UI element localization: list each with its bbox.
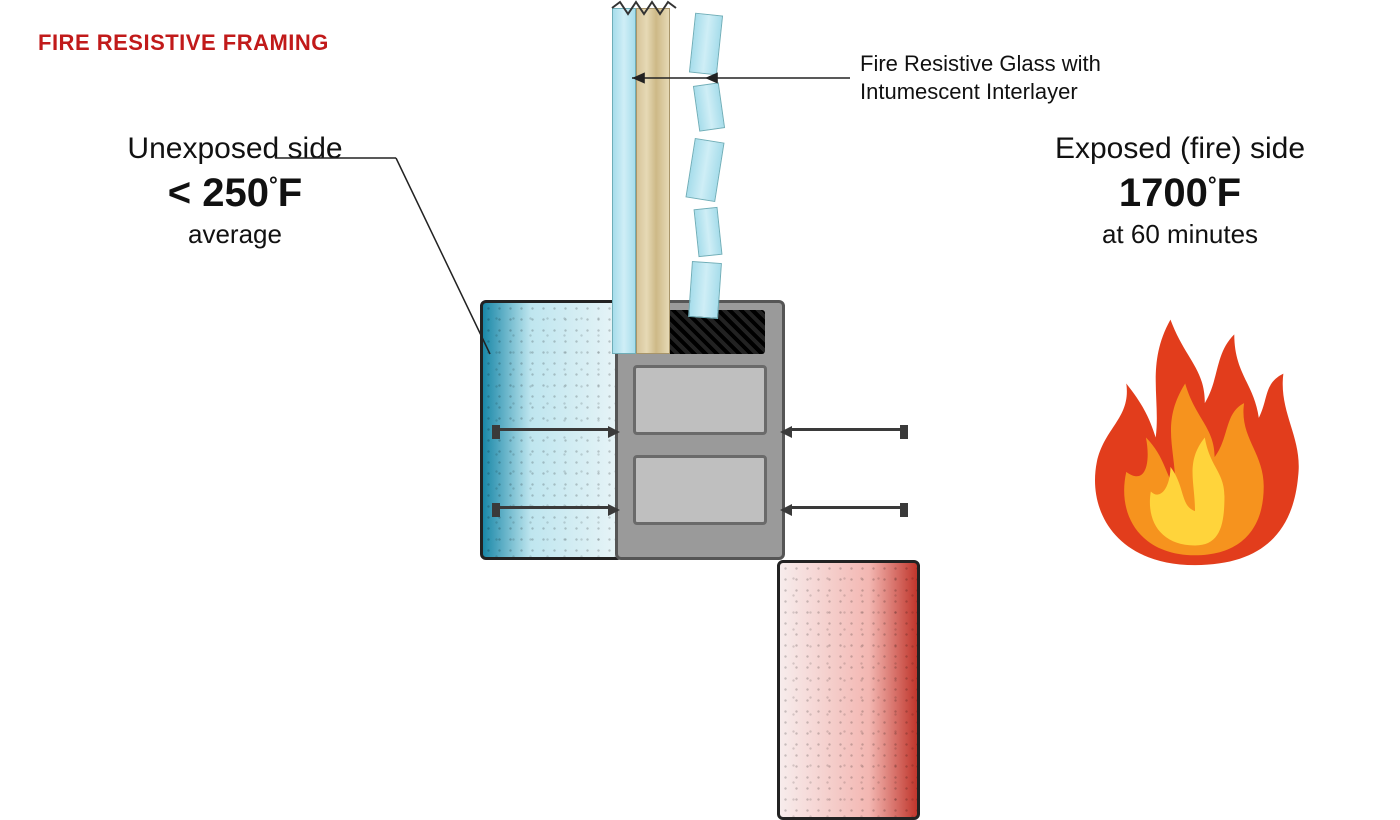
intumescent-interlayer — [636, 8, 670, 354]
screw — [790, 428, 900, 431]
core-tube-lower — [633, 455, 767, 525]
exposed-number: 1700 — [1119, 171, 1208, 215]
unexposed-value: < 250°F — [70, 168, 400, 218]
glass-shard — [685, 138, 724, 202]
glass-shard — [688, 261, 722, 319]
unexposed-side-label: Unexposed side < 250°F average — [70, 130, 400, 250]
glass-callout-line1: Fire Resistive Glass with — [860, 50, 1101, 78]
unexposed-line1: Unexposed side — [70, 130, 400, 168]
exposed-unit: F — [1217, 171, 1241, 215]
degree-icon: ° — [1208, 172, 1217, 197]
unexposed-number: 250 — [202, 171, 269, 215]
unexposed-line3: average — [70, 218, 400, 251]
core-tube-upper — [633, 365, 767, 435]
exposed-value: 1700°F — [1000, 168, 1360, 218]
unexposed-unit: F — [278, 171, 302, 215]
screw — [500, 506, 610, 509]
glass-shard — [694, 207, 723, 257]
exposed-line1: Exposed (fire) side — [1000, 130, 1360, 168]
diagram-title: FIRE RESISTIVE FRAMING — [38, 30, 329, 56]
fire-icon — [1070, 300, 1320, 570]
screw — [790, 506, 900, 509]
exposed-line3: at 60 minutes — [1000, 218, 1360, 251]
title-text: FIRE RESISTIVE FRAMING — [38, 30, 329, 55]
frame-hot-side — [777, 560, 920, 820]
degree-icon: ° — [269, 172, 278, 197]
glass-shard — [689, 13, 723, 76]
glass-callout: Fire Resistive Glass with Intumescent In… — [860, 50, 1101, 105]
unexposed-prefix: < — [168, 171, 202, 215]
glass-callout-line2: Intumescent Interlayer — [860, 78, 1101, 106]
glass-pane-unexposed — [612, 8, 636, 354]
glass-shard — [693, 82, 725, 131]
exposed-side-label: Exposed (fire) side 1700°F at 60 minutes — [1000, 130, 1360, 250]
screw — [500, 428, 610, 431]
